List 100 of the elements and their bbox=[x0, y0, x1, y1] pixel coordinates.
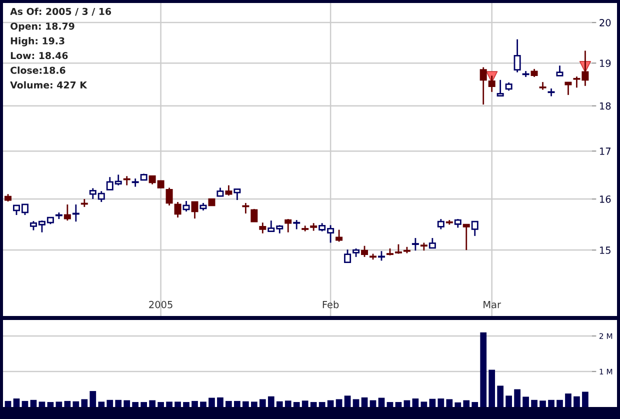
bar bbox=[47, 402, 54, 407]
candlestick bbox=[123, 175, 130, 186]
candlestick bbox=[344, 248, 352, 263]
annotation: As Of: 2005 / 3 / 16 bbox=[10, 8, 112, 16]
y-tick-label: 16 bbox=[600, 195, 611, 203]
candlestick bbox=[428, 237, 436, 249]
y-tick-label: 15 bbox=[600, 246, 610, 254]
candlestick bbox=[72, 204, 80, 222]
bar bbox=[200, 402, 206, 407]
candlestick bbox=[182, 200, 190, 212]
y-tick-label: 19 bbox=[600, 60, 611, 67]
bar bbox=[404, 400, 410, 407]
candlestick bbox=[225, 184, 232, 196]
x-tick-label: Feb bbox=[322, 300, 339, 308]
bar bbox=[64, 400, 71, 407]
bar bbox=[370, 400, 376, 407]
bar bbox=[115, 400, 122, 407]
bar bbox=[565, 394, 572, 407]
bar bbox=[242, 401, 249, 407]
candlestick bbox=[488, 74, 496, 93]
bar bbox=[429, 398, 436, 407]
bar bbox=[38, 402, 46, 407]
candlestick bbox=[361, 245, 368, 258]
y-tick-label: 20 bbox=[600, 19, 611, 26]
annotation: Open: 18.79 bbox=[10, 22, 74, 32]
bar bbox=[234, 400, 240, 407]
bar bbox=[582, 392, 588, 407]
candlestick bbox=[259, 222, 266, 234]
bar bbox=[158, 402, 164, 407]
bar bbox=[446, 399, 453, 407]
bar bbox=[149, 400, 156, 407]
bar bbox=[284, 400, 292, 407]
bar bbox=[574, 396, 580, 407]
candlestick bbox=[234, 188, 241, 201]
candlestick bbox=[514, 38, 521, 74]
y-tick-label: 18 bbox=[600, 102, 611, 110]
bar bbox=[488, 370, 496, 407]
candlestick bbox=[284, 218, 292, 234]
bar bbox=[132, 402, 139, 407]
bar bbox=[293, 402, 300, 407]
x-tick-label: Mar bbox=[484, 301, 502, 308]
annotation: Low: 18.46 bbox=[10, 52, 68, 60]
annotation: Close:18.6 bbox=[10, 66, 66, 74]
bar bbox=[310, 402, 317, 407]
bar bbox=[548, 400, 554, 407]
bar bbox=[90, 391, 96, 407]
annotation: Volume: 427 K bbox=[10, 81, 88, 89]
candlestick bbox=[471, 220, 478, 237]
bar bbox=[276, 401, 283, 407]
candlestick bbox=[564, 81, 572, 96]
bar bbox=[183, 402, 190, 407]
bar bbox=[318, 402, 326, 407]
candlestick bbox=[242, 202, 250, 214]
bar bbox=[497, 386, 504, 407]
bar bbox=[124, 400, 130, 407]
bar bbox=[81, 399, 88, 407]
candlestick bbox=[191, 200, 198, 220]
bar bbox=[395, 402, 402, 407]
bar bbox=[217, 397, 224, 407]
candlestick bbox=[336, 229, 343, 242]
candlestick bbox=[166, 187, 173, 206]
bar bbox=[192, 400, 198, 407]
bar bbox=[208, 398, 215, 407]
bar bbox=[420, 402, 428, 407]
bar bbox=[361, 397, 368, 407]
bar bbox=[250, 402, 258, 407]
bar bbox=[174, 402, 181, 407]
bar bbox=[302, 400, 308, 407]
candlestick bbox=[437, 218, 444, 230]
bar bbox=[540, 400, 546, 407]
bar bbox=[438, 398, 444, 407]
candlestick bbox=[412, 237, 419, 252]
y-tick-label: 17 bbox=[600, 148, 610, 155]
bar bbox=[166, 402, 172, 407]
bar bbox=[106, 400, 114, 407]
bar bbox=[378, 398, 385, 407]
bar bbox=[140, 402, 148, 407]
bar bbox=[454, 402, 462, 407]
bar bbox=[13, 398, 20, 407]
candlestick bbox=[496, 79, 504, 97]
bar bbox=[98, 402, 105, 407]
bar bbox=[386, 402, 394, 407]
candlestick bbox=[64, 204, 71, 222]
annotation: High: 19.3 bbox=[10, 37, 64, 46]
bar bbox=[259, 399, 266, 407]
bar bbox=[531, 400, 538, 407]
bar bbox=[514, 389, 520, 407]
x-tick-label: 2005 bbox=[149, 300, 172, 308]
bar bbox=[226, 400, 232, 407]
bar bbox=[463, 400, 470, 407]
bar bbox=[268, 396, 274, 407]
bar bbox=[352, 399, 360, 407]
bar bbox=[412, 398, 419, 407]
bar bbox=[30, 400, 37, 407]
bar bbox=[522, 396, 529, 407]
bar bbox=[22, 400, 28, 407]
candlestick bbox=[480, 66, 487, 106]
bar bbox=[480, 332, 487, 407]
bar bbox=[556, 400, 563, 407]
bar bbox=[56, 402, 62, 407]
